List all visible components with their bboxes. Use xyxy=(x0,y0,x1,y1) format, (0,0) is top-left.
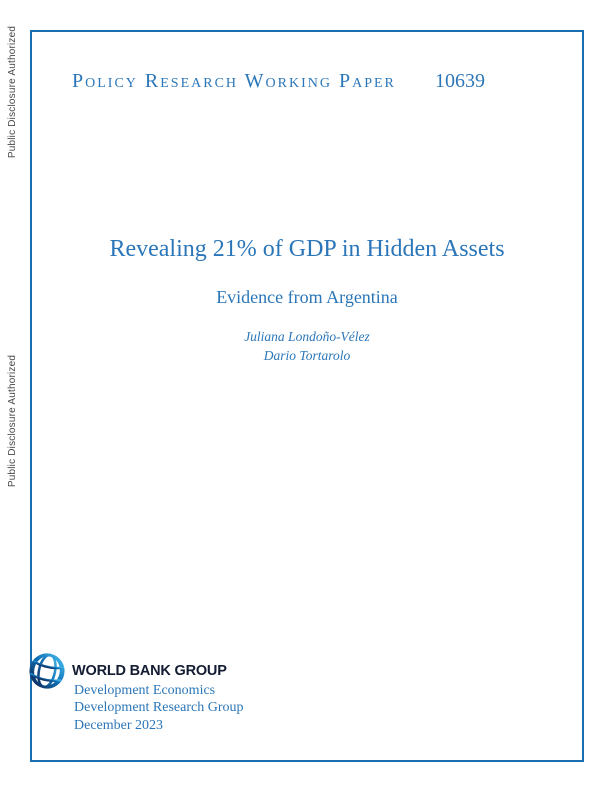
imprint-date: December 2023 xyxy=(74,717,164,733)
world-bank-group-wordmark: WORLD BANK GROUP xyxy=(72,663,227,679)
public-disclosure-label-bottom: Public Disclosure Authorized xyxy=(7,354,18,488)
paper-title: Revealing 21% of GDP in Hidden Assets xyxy=(109,236,505,262)
imprint-group: Development Research Group xyxy=(74,700,244,716)
imprint-unit: Development Economics xyxy=(74,683,216,698)
imprint-block: Development Economics Development Resear… xyxy=(74,682,244,734)
author-name: Dario Tortarolo xyxy=(263,348,351,363)
author-list: Juliana Londoño-Vélez Dario Tortarolo xyxy=(30,327,584,365)
paper-subtitle: Evidence from Argentina xyxy=(216,287,398,307)
author-name: Juliana Londoño-Vélez xyxy=(244,329,370,344)
page-border-frame xyxy=(30,30,584,762)
world-bank-globe-icon xyxy=(29,653,65,689)
public-disclosure-label-top: Public Disclosure Authorized xyxy=(7,25,18,159)
paper-number: 10639 xyxy=(435,70,485,92)
series-title: Policy Research Working Paper xyxy=(72,70,396,92)
